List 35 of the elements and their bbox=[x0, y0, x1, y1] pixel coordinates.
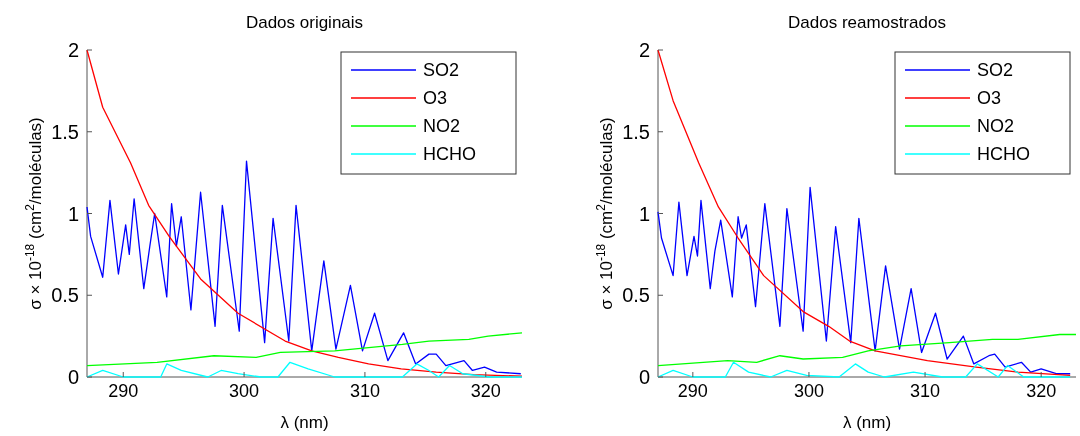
legend-label: HCHO bbox=[977, 144, 1030, 165]
x-tick-label: 310 bbox=[910, 381, 941, 401]
x-tick-label: 310 bbox=[349, 381, 380, 401]
legend-label: NO2 bbox=[423, 116, 461, 137]
line-series bbox=[657, 361, 1071, 378]
x-tick-label: 300 bbox=[793, 381, 824, 401]
y-tick-label: 0 bbox=[67, 366, 79, 388]
line-series bbox=[86, 49, 523, 377]
legend-label: SO2 bbox=[423, 60, 460, 81]
x-axis-title: λ (nm) bbox=[280, 413, 329, 432]
line-series bbox=[657, 186, 1071, 375]
y-tick-label: 1.5 bbox=[622, 120, 650, 143]
x-tick-label: 320 bbox=[1026, 381, 1057, 401]
y-tick-label: 0.5 bbox=[622, 284, 650, 307]
legend-label: O3 bbox=[423, 88, 448, 109]
x-axis-title: λ (nm) bbox=[842, 413, 892, 432]
legend-label: SO2 bbox=[977, 60, 1014, 81]
x-tick-label: 320 bbox=[470, 381, 501, 401]
legend-label: O3 bbox=[977, 88, 1002, 109]
y-tick-label: 2 bbox=[638, 39, 650, 61]
chart-title: Dados originais bbox=[245, 13, 364, 32]
y-tick-label: 1 bbox=[67, 202, 79, 225]
y-tick-label: 0 bbox=[638, 366, 650, 388]
legend-label: HCHO bbox=[423, 144, 476, 165]
y-tick-label: 0.5 bbox=[51, 284, 79, 307]
line-series bbox=[657, 333, 1077, 367]
legend-label: NO2 bbox=[977, 116, 1015, 137]
line-series bbox=[86, 332, 523, 367]
x-tick-label: 290 bbox=[677, 381, 708, 401]
chart-title: Dados reamostrados bbox=[788, 13, 946, 32]
x-tick-label: 290 bbox=[108, 381, 139, 401]
y-tick-label: 2 bbox=[67, 39, 79, 61]
y-tick-label: 1 bbox=[638, 202, 650, 225]
y-tick-label: 1.5 bbox=[51, 120, 79, 143]
x-tick-label: 300 bbox=[229, 381, 260, 401]
